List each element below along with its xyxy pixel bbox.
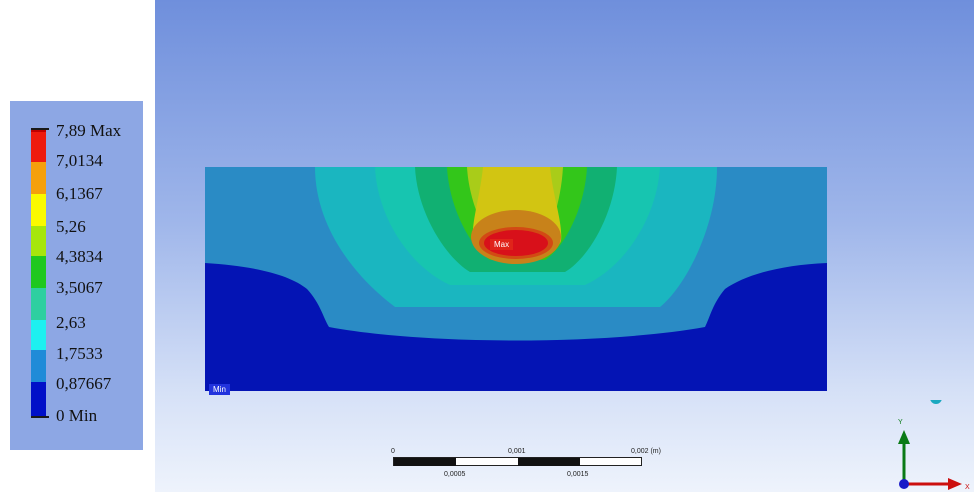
x-axis-label: X — [965, 484, 970, 491]
scale-bar: 0 0,001 0,002 (m) 0,0005 0,0015 — [388, 440, 688, 485]
y-axis-arrow-icon — [898, 430, 910, 444]
legend-label: 7,89 Max — [56, 121, 122, 140]
legend-label: 5,26 — [56, 217, 86, 236]
legend-swatch — [31, 288, 46, 320]
scale-label: 0 — [391, 448, 395, 455]
legend-swatch-min — [31, 382, 46, 418]
scale-bar-segment — [394, 458, 456, 466]
contour-legend: 7,89 Max 7,0134 6,1367 5,26 4,3834 3,506… — [10, 101, 143, 450]
axis-triad[interactable]: Y X — [880, 392, 974, 492]
scale-label: 0,0015 — [567, 471, 589, 478]
legend-label: 3,5067 — [56, 278, 103, 297]
legend-swatch — [31, 256, 46, 288]
x-axis-arrow-icon — [948, 478, 962, 490]
axis-triad-graphic: Y X — [898, 392, 970, 491]
legend-swatch — [31, 350, 46, 382]
contour-model[interactable] — [205, 167, 827, 391]
legend-label: 1,7533 — [56, 344, 103, 363]
legend-swatch-max — [31, 128, 46, 132]
legend-label: 0,87667 — [56, 374, 112, 393]
scale-bar-outline — [393, 457, 642, 466]
triad-origin — [899, 479, 909, 489]
view-sphere-icon — [930, 392, 942, 404]
y-axis-label: Y — [898, 419, 903, 426]
legend-tick — [31, 416, 49, 418]
legend-tick — [31, 128, 49, 130]
legend-swatch — [31, 162, 46, 194]
legend-label: 4,3834 — [56, 247, 103, 266]
legend-swatch — [31, 194, 46, 226]
legend-label: 6,1367 — [56, 184, 103, 203]
contour-band-min — [205, 263, 827, 391]
scale-label: 0,002 (m) — [631, 448, 661, 455]
max-probe-tag[interactable]: Max — [490, 239, 514, 250]
scale-label: 0,0005 — [444, 471, 466, 478]
legend-swatch — [31, 320, 46, 350]
legend-label: 7,0134 — [56, 151, 103, 170]
legend-label: 2,63 — [56, 313, 86, 332]
legend-label: 0 Min — [56, 406, 98, 425]
min-probe-tag[interactable]: Min — [209, 384, 230, 395]
legend-swatch — [31, 226, 46, 256]
scale-bar-segment — [518, 458, 580, 466]
scale-label: 0,001 — [508, 448, 526, 455]
legend-swatch — [31, 132, 46, 162]
